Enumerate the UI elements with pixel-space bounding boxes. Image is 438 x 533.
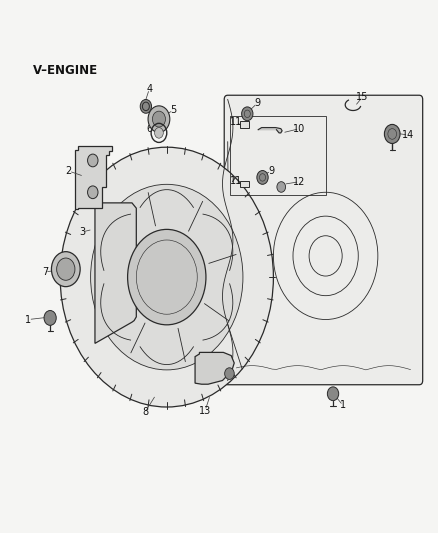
Text: 1: 1 [25,314,32,325]
Circle shape [60,147,273,407]
Bar [240,121,250,127]
Text: 11: 11 [230,175,243,185]
Text: 9: 9 [254,98,260,108]
Text: 5: 5 [170,105,177,115]
Text: 2: 2 [66,166,72,176]
Text: 6: 6 [146,124,152,134]
Polygon shape [195,352,234,384]
Circle shape [327,387,339,401]
Text: V–ENGINE: V–ENGINE [33,64,98,77]
Circle shape [257,171,268,184]
Circle shape [88,186,98,199]
Circle shape [152,111,166,127]
Text: 15: 15 [357,92,369,102]
Circle shape [51,252,80,287]
Circle shape [91,184,243,370]
Circle shape [242,107,253,120]
Text: 9: 9 [268,166,274,176]
Circle shape [127,229,206,325]
Circle shape [155,127,163,138]
Text: 1: 1 [340,400,346,410]
FancyBboxPatch shape [224,95,423,385]
Text: 13: 13 [199,406,211,416]
Circle shape [88,154,98,167]
Circle shape [44,311,56,325]
Circle shape [57,258,75,280]
Text: 14: 14 [402,130,414,140]
Text: 12: 12 [293,176,306,187]
Text: 7: 7 [42,267,48,277]
Circle shape [277,182,286,192]
Text: 4: 4 [146,84,152,94]
Text: 3: 3 [79,227,85,237]
Polygon shape [258,127,282,133]
Text: 10: 10 [293,124,306,134]
Circle shape [140,100,152,114]
Bar [240,181,250,187]
Circle shape [225,368,234,379]
Bar [230,116,325,195]
Polygon shape [95,203,136,343]
Circle shape [148,106,170,132]
Text: 8: 8 [142,407,148,417]
Polygon shape [74,146,113,209]
Text: 11: 11 [230,117,243,127]
Circle shape [385,124,400,143]
